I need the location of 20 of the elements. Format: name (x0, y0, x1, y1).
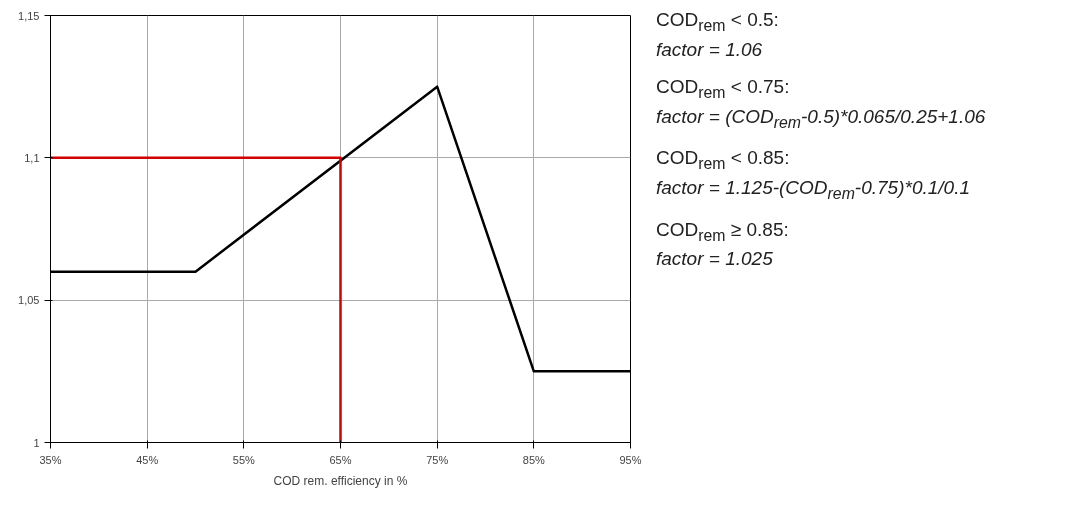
x-tick-label: 75% (426, 453, 449, 466)
text: factor = 1.025 (656, 247, 774, 271)
y-tick-label: 1,1 (24, 151, 40, 164)
text: COD$_{rem}$ ≥ 0.85: (656, 217, 790, 246)
x-tick-label: 55% (232, 453, 256, 466)
x-axis-title: COD rem. efficiency in % (273, 473, 408, 488)
text: COD$_{rem}$ < 0.75: (656, 75, 791, 103)
x-tick-label: 45% (136, 453, 159, 466)
y-tick-label: 1,15 (18, 9, 40, 22)
text: factor = (COD$_{rem}$-0.5)*0.065/0.25+1.06 (656, 104, 986, 133)
text: factor = 1.125-(COD$_{rem}$-0.75)*0.1/0.1 (656, 176, 971, 204)
text: COD$_{rem}$ < 0.5: (656, 8, 780, 36)
text: factor = 1.06 (656, 37, 764, 62)
x-tick-label: 95% (619, 453, 642, 466)
x-tick-label: 65% (329, 453, 352, 466)
x-tick-label: 35% (39, 453, 62, 466)
y-tick-label: 1 (33, 436, 40, 449)
text: COD$_{rem}$ < 0.85: (656, 146, 791, 175)
x-tick-label: 85% (522, 453, 546, 466)
y-tick-label: 1,05 (18, 294, 40, 307)
